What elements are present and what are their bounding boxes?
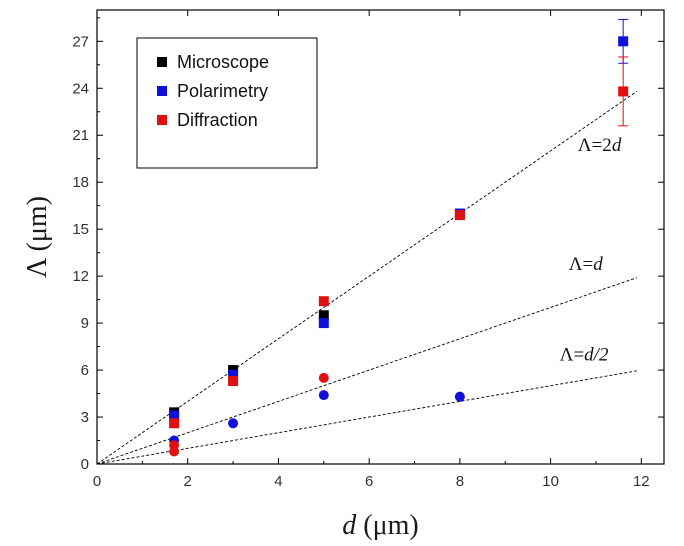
plot-frame [96, 9, 665, 465]
data-point-circle [228, 418, 239, 429]
legend-swatch [157, 115, 167, 125]
data-point-circle [318, 372, 329, 383]
y-tick-label: 6 [81, 362, 89, 379]
data-point-square [318, 310, 329, 321]
x-tick-label: 2 [184, 473, 192, 490]
reference-label-italic: d [584, 345, 594, 366]
y-tick-label: 18 [72, 174, 89, 191]
legend: Microscope Polarimetry Diffraction [136, 37, 318, 169]
data-point-square [318, 318, 329, 329]
reference-label-italic: d [593, 254, 603, 275]
reference-line [96, 277, 637, 465]
x-tick-label: 0 [93, 473, 101, 490]
data-point-square [318, 296, 329, 307]
y-tick-label: 9 [81, 315, 89, 332]
data-point-circle [454, 391, 465, 402]
x-tick-label: 4 [274, 473, 282, 490]
line-annotations: Λ=2dΛ=dΛ=d/2 [560, 135, 622, 366]
data-points [169, 36, 629, 457]
reference-label-suffix: /2 [593, 345, 609, 366]
y-tick-label: 12 [72, 268, 89, 285]
reference-line [96, 370, 637, 465]
x-axis-label: d (μm) [342, 510, 418, 541]
legend-label: Microscope [177, 52, 269, 72]
x-tick-label: 8 [456, 473, 464, 490]
y-tick-label: 21 [72, 127, 89, 144]
x-axis-label-italic: d [342, 510, 357, 541]
reference-line-label: Λ=d [569, 254, 604, 275]
legend-label: Diffraction [177, 110, 258, 130]
reference-lines [96, 91, 638, 465]
reference-label-main: Λ= [569, 254, 594, 275]
data-point-square [228, 376, 239, 387]
legend-swatch [157, 86, 167, 96]
reference-label-main: Λ= [560, 345, 585, 366]
data-point-square [228, 369, 239, 380]
data-point-square [618, 86, 629, 97]
y-tick-label: 0 [81, 456, 89, 473]
legend-label: Polarimetry [177, 81, 268, 101]
data-point-square [454, 210, 465, 221]
data-point-circle [318, 390, 329, 401]
data-point-square [618, 36, 629, 47]
data-point-square [169, 410, 180, 421]
reference-line [96, 91, 638, 465]
y-tick-label: 15 [72, 221, 89, 238]
reference-line-label: Λ=2d [578, 135, 622, 156]
x-tick-label: 12 [633, 473, 650, 490]
data-point-circle [169, 446, 180, 457]
data-point-square [169, 418, 180, 429]
reference-label-italic: d [612, 135, 622, 156]
error-bars [618, 18, 629, 127]
legend-swatch [157, 57, 167, 67]
x-tick-label: 6 [365, 473, 373, 490]
y-axis-label: Λ (μm) [22, 196, 53, 278]
y-tick-label: 24 [72, 80, 89, 97]
y-tick-label: 27 [72, 33, 89, 50]
x-tick-label: 10 [542, 473, 559, 490]
x-axis-label-units: (μm) [356, 510, 418, 541]
reference-label-main: Λ=2 [578, 135, 612, 156]
y-tick-label: 3 [81, 409, 89, 426]
reference-line-label: Λ=d/2 [560, 345, 609, 366]
